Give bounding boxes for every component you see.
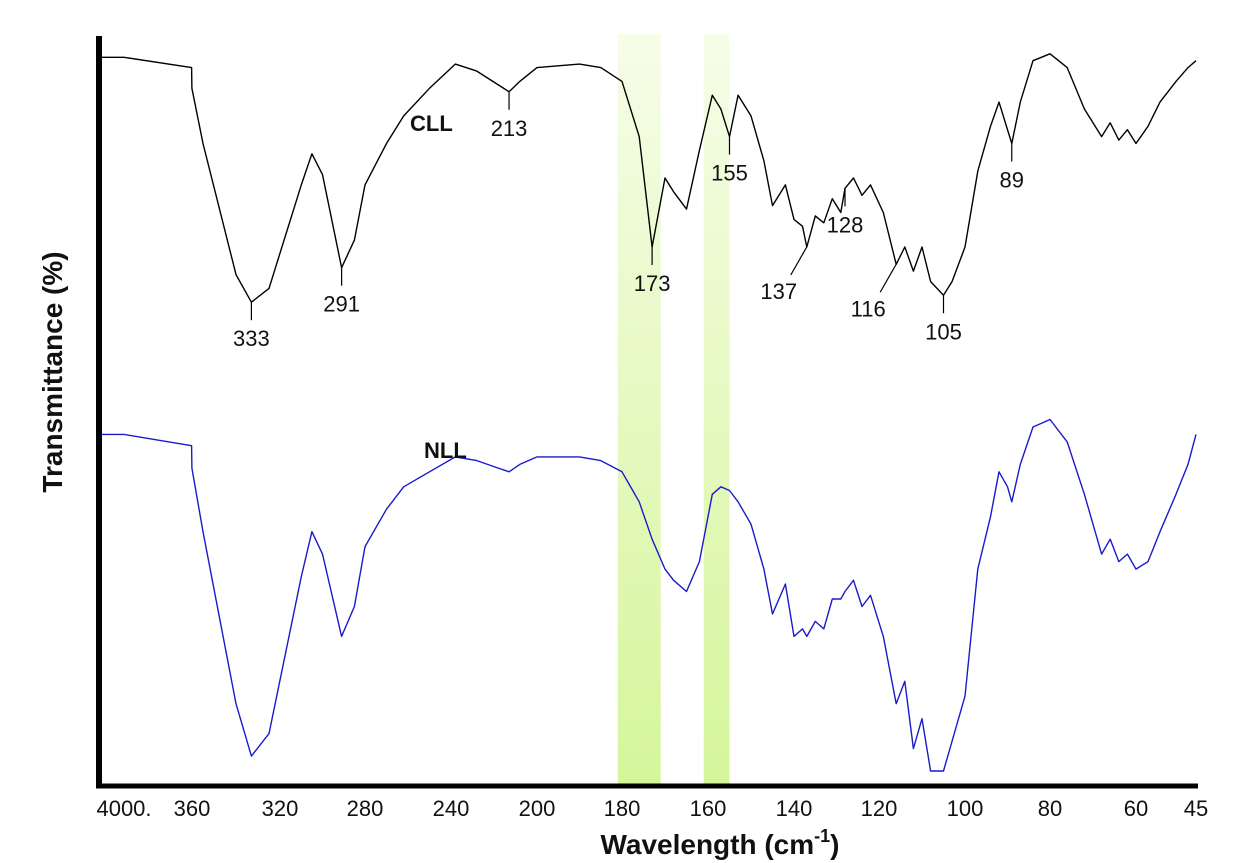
x-tick-label-9: 120 [861,796,898,821]
peak-label-291: 291 [323,292,360,317]
y-axis-label: Transmittance (%) [37,251,68,492]
series-labels: CLL NLL [410,111,467,463]
series-line-nll [99,418,1197,772]
annotation-leader-116 [879,263,897,293]
highlight-bands [617,34,730,786]
peak-label-105: 105 [925,319,962,344]
series-line-cll [99,53,1197,303]
x-tick-label-2: 320 [262,796,299,821]
peak-label-155: 155 [711,161,748,186]
peak-label-173: 173 [634,271,671,296]
series-label-nll: NLL [424,438,467,463]
x-tick-label-3: 280 [347,796,384,821]
annotation-leader-137 [790,246,808,276]
x-tick-label-10: 100 [947,796,984,821]
x-axis-label-sup: -1 [814,826,830,846]
highlight-band-1 [617,34,661,786]
x-tick-label-4: 240 [433,796,470,821]
x-tick-label-13: 45 [1184,796,1208,821]
x-tick-labels: 4000. 360 320 280 240 200 180 160 140 120 100 80 60 4… [96,796,1208,821]
x-axis-label-main: Wavelength (cm [600,829,814,860]
x-tick-label-8: 140 [776,796,813,821]
peak-label-116: 116 [851,296,886,321]
x-tick-label-12: 60 [1124,796,1148,821]
x-tick-label-11: 80 [1038,796,1062,821]
peak-label-213: 213 [491,116,528,141]
peak-annotations: 333 291 213 173 155 137 128 116 105 89 [233,91,1024,351]
x-tick-label-1: 360 [174,796,211,821]
highlight-band-2 [703,34,730,786]
peak-label-128: 128 [827,212,864,237]
x-tick-label-7: 160 [690,796,727,821]
x-tick-label-6: 180 [604,796,641,821]
x-axis-label: Wavelength (cm-1) [600,826,839,860]
peak-label-137: 137 [760,279,797,304]
x-tick-label-5: 200 [519,796,556,821]
peak-label-89: 89 [1000,168,1024,193]
peak-label-333: 333 [233,326,270,351]
spectrum-series [99,53,1197,772]
x-tick-label-0: 4000. [96,796,151,821]
x-axis-label-close: ) [830,829,839,860]
series-label-cll: CLL [410,111,453,136]
